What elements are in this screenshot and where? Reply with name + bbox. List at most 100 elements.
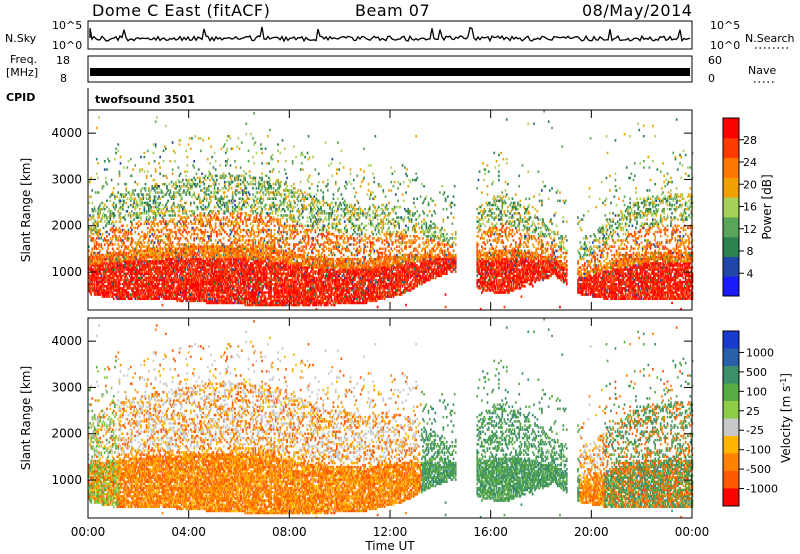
power-cell <box>264 237 266 240</box>
power-cell <box>148 243 150 246</box>
power-cell <box>159 198 161 201</box>
power-cell <box>233 285 235 288</box>
power-cell <box>189 210 191 213</box>
power-cell <box>108 233 110 236</box>
power-cell <box>147 170 149 173</box>
power-cell <box>261 183 263 186</box>
power-cell <box>182 235 184 238</box>
freq-left-unit: [MHz] <box>6 66 38 79</box>
power-cell <box>124 218 126 221</box>
power-cell <box>200 150 202 153</box>
power-cell <box>130 214 132 217</box>
noise-left-label: N.Sky <box>5 32 37 45</box>
power-cell <box>101 243 103 246</box>
power-cell <box>199 198 201 201</box>
power-cell <box>241 212 243 215</box>
power-cell <box>138 193 140 196</box>
power-cell <box>158 231 160 234</box>
power-cell <box>101 273 103 276</box>
power-cell <box>215 206 217 209</box>
power-cell <box>180 139 182 142</box>
power-cell <box>213 166 215 169</box>
power-cells <box>88 110 693 310</box>
power-cell <box>234 160 236 163</box>
power-cell <box>99 229 101 232</box>
power-cell <box>252 156 254 159</box>
power-cell <box>258 206 260 209</box>
power-cell <box>188 187 190 190</box>
power-cell <box>213 243 215 246</box>
power-cell <box>144 245 146 248</box>
power-cell <box>187 227 189 230</box>
power-cell <box>170 214 172 217</box>
power-cell <box>161 235 163 238</box>
power-cell <box>228 218 230 221</box>
power-cell <box>155 191 157 194</box>
power-cell <box>215 223 217 226</box>
power-cell <box>115 204 117 207</box>
power-cell <box>255 141 257 144</box>
power-cell <box>155 200 157 203</box>
power-cell <box>210 185 212 188</box>
power-cell <box>139 168 141 171</box>
power-cell <box>252 210 254 213</box>
power-cell <box>240 166 242 169</box>
power-cell <box>197 233 199 236</box>
power-cell <box>180 173 182 176</box>
power-cell <box>91 202 93 205</box>
power-cell <box>97 220 99 223</box>
power-cell <box>173 218 175 221</box>
power-cell <box>170 189 172 192</box>
power-cell <box>153 152 155 155</box>
power-cell <box>204 239 206 242</box>
power-cell <box>154 179 156 182</box>
power-cell <box>140 216 142 219</box>
power-cell <box>223 237 225 240</box>
power-cell <box>245 206 247 209</box>
power-cell <box>189 191 191 194</box>
power-cell <box>200 137 202 140</box>
power-cell <box>180 237 182 240</box>
power-cell <box>207 158 209 161</box>
power-cell <box>146 210 148 213</box>
power-cell <box>123 200 125 203</box>
power-cell <box>119 170 121 173</box>
power-cell <box>216 179 218 182</box>
power-cell <box>172 235 174 238</box>
power-cell <box>183 189 185 192</box>
power-cell <box>181 204 183 207</box>
power-cell <box>127 166 129 169</box>
power-cell <box>252 225 254 228</box>
power-cell <box>114 243 116 246</box>
power-cell <box>171 181 173 184</box>
power-cell <box>175 195 177 198</box>
power-cell <box>239 148 241 151</box>
power-cell <box>132 168 134 171</box>
power-cell <box>125 193 127 196</box>
power-cell <box>204 183 206 186</box>
power-cell <box>215 168 217 171</box>
power-cell <box>226 233 228 236</box>
power-cell <box>230 212 232 215</box>
freq-trace <box>90 68 690 76</box>
power-cell <box>161 220 163 223</box>
cpid-label: CPID <box>6 91 35 104</box>
power-cell <box>198 193 200 196</box>
power-cell <box>191 233 193 236</box>
power-cell <box>238 212 240 215</box>
power-cell <box>205 175 207 178</box>
power-cell <box>197 177 199 180</box>
power-cell <box>176 185 178 188</box>
power-cell <box>104 220 106 223</box>
power-cell <box>179 243 181 246</box>
power-cell <box>170 160 172 163</box>
power-cell <box>120 212 122 215</box>
power-cell <box>255 177 257 180</box>
power-cell <box>252 187 254 190</box>
power-cell <box>127 198 129 201</box>
power-cell <box>232 220 234 223</box>
power-cell <box>95 210 97 213</box>
power-cell <box>174 206 176 209</box>
power-cell <box>262 191 264 194</box>
